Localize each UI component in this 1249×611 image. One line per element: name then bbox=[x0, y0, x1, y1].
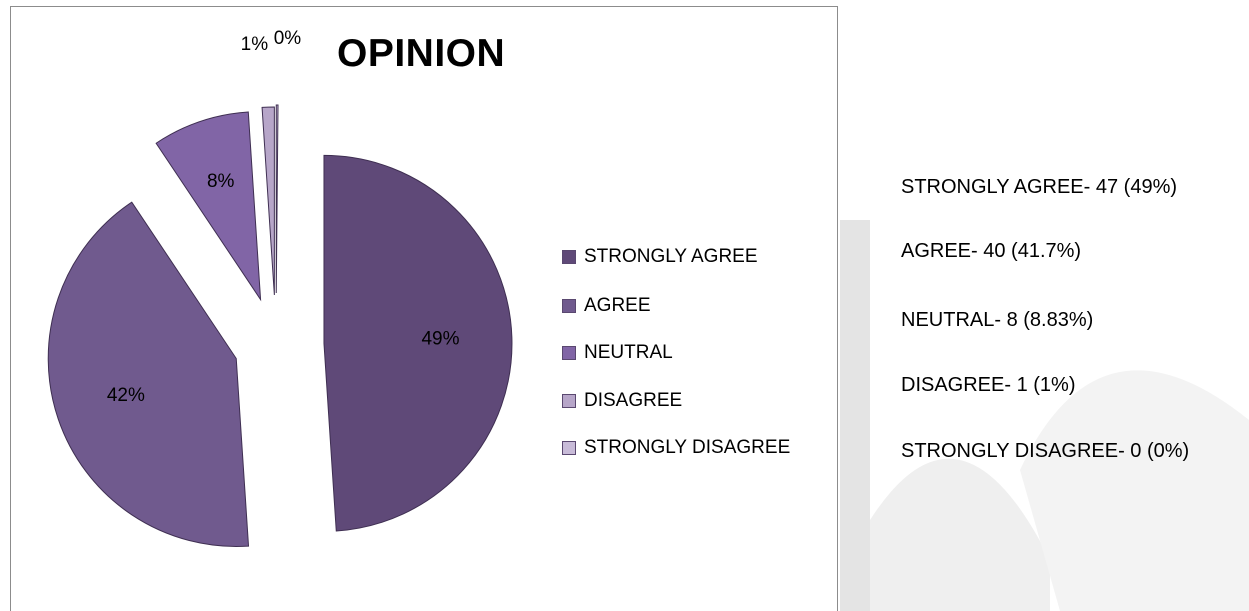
pie-slice-disagree bbox=[261, 106, 275, 296]
chart-title: OPINION bbox=[337, 32, 506, 75]
legend-item-strongly-agree: STRONGLY AGREE bbox=[562, 245, 758, 269]
legend-label-strongly-disagree: STRONGLY DISAGREE bbox=[584, 437, 791, 458]
summary-line-strongly-disagree: STRONGLY DISAGREE- 0 (0%) bbox=[901, 440, 1190, 462]
data-label-neutral: 8% bbox=[207, 171, 235, 192]
summary-line-disagree: DISAGREE- 1 (1%) bbox=[901, 374, 1076, 396]
pie-slice-strongly-agree bbox=[323, 154, 513, 532]
legend-label-disagree: DISAGREE bbox=[584, 390, 683, 411]
data-label-strongly-disagree: 0% bbox=[274, 28, 302, 49]
data-label-strongly-agree: 49% bbox=[421, 329, 459, 350]
legend-swatch-neutral bbox=[562, 346, 576, 360]
legend-swatch-disagree bbox=[562, 394, 576, 408]
data-label-disagree: 1% bbox=[241, 34, 269, 55]
summary-line-strongly-agree: STRONGLY AGREE- 47 (49%) bbox=[901, 176, 1178, 198]
legend-swatch-strongly-disagree bbox=[562, 441, 576, 455]
legend-item-disagree: DISAGREE bbox=[562, 389, 682, 413]
pie-slice-neutral bbox=[155, 111, 262, 302]
summary-line-neutral: NEUTRAL- 8 (8.83%) bbox=[901, 309, 1094, 331]
legend-item-neutral: NEUTRAL bbox=[562, 341, 673, 365]
legend-label-neutral: NEUTRAL bbox=[584, 342, 673, 363]
pie-slice-strongly-disagree bbox=[275, 104, 279, 294]
pie-slice-agree bbox=[47, 201, 250, 547]
summary-line-agree: AGREE- 40 (41.7%) bbox=[901, 240, 1082, 262]
legend-item-strongly-disagree: STRONGLY DISAGREE bbox=[562, 436, 790, 460]
data-label-agree: 42% bbox=[107, 385, 145, 406]
legend-label-agree: AGREE bbox=[584, 295, 651, 316]
legend-swatch-agree bbox=[562, 299, 576, 313]
legend-label-strongly-agree: STRONGLY AGREE bbox=[584, 246, 758, 267]
legend-item-agree: AGREE bbox=[562, 294, 651, 318]
legend-swatch-strongly-agree bbox=[562, 250, 576, 264]
